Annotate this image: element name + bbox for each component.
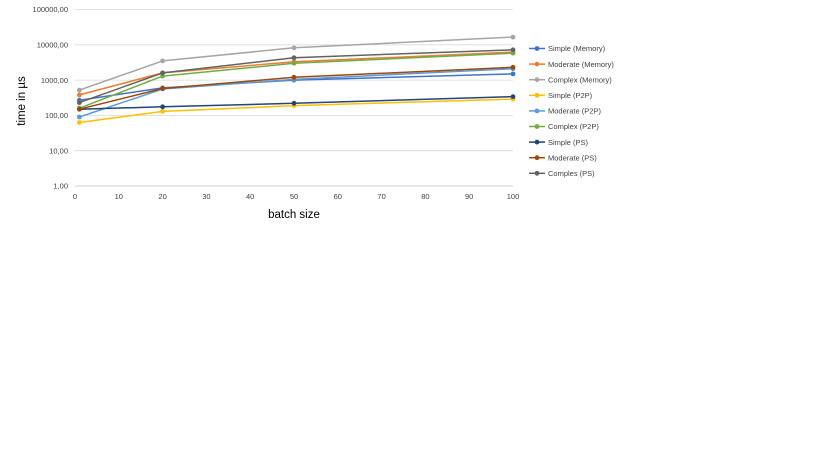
legend-marker [534, 46, 540, 51]
x-tick-label: 90 [465, 192, 473, 201]
legend-marker [534, 139, 540, 145]
data-point [510, 64, 516, 70]
legend-entry: Complex (Memory) [529, 75, 612, 84]
data-point [510, 94, 516, 100]
legend-label: Simple (Memory) [548, 44, 606, 53]
x-tick-label: 70 [377, 192, 385, 201]
series-line [79, 67, 514, 118]
legend-label: Moderate (Memory) [548, 60, 614, 69]
data-point [160, 86, 166, 91]
data-point [160, 58, 166, 64]
series-2 [76, 34, 516, 93]
data-point [291, 100, 297, 106]
legend-entry: Moderate (PS) [529, 153, 597, 162]
y-tick-label: 10,00 [49, 146, 68, 155]
y-tick-labels: 1,00 10,00 100,00 1000,00 10000,00 100000,00 [33, 5, 68, 191]
legend-entry: Moderate (Memory) [529, 60, 614, 69]
data-point [160, 108, 166, 114]
series-6 [76, 94, 516, 112]
x-tick-label: 100 [507, 192, 520, 201]
legend-entry: Comples (PS) [529, 169, 595, 178]
series-8 [76, 47, 516, 106]
legend-marker [534, 61, 540, 67]
y-tick-label: 1000,00 [41, 76, 68, 85]
x-tick-label: 0 [73, 192, 77, 201]
data-point [160, 70, 166, 76]
legend-marker [534, 77, 540, 83]
x-tick-label: 20 [158, 192, 166, 201]
legend: Simple (Memory) Moderate (Memory) Complex … [529, 44, 614, 178]
data-point [76, 114, 82, 120]
data-point [291, 60, 297, 66]
series-line [79, 49, 514, 104]
series-3 [76, 96, 516, 125]
legend-label: Simple (PS) [548, 138, 589, 147]
legend-marker [534, 124, 540, 129]
x-tick-label: 30 [202, 192, 210, 201]
x-tick-label: 40 [246, 192, 254, 201]
legend-entry: Simple (Memory) [529, 44, 606, 53]
series-line [79, 51, 514, 96]
y-tick-label: 1,00 [53, 182, 68, 191]
legend-label: Comples (PS) [548, 169, 595, 178]
legend-label: Complex (P2P) [548, 122, 599, 131]
series-lines [76, 34, 516, 125]
y-tick-label: 100,00 [45, 111, 68, 120]
series-line [79, 52, 514, 109]
data-point [76, 120, 82, 125]
data-point [76, 87, 82, 93]
legend-marker [534, 108, 540, 114]
x-axis-title: batch size [268, 209, 320, 221]
y-axis-title: time in µs [16, 76, 28, 126]
legend-entry: Simple (PS) [529, 138, 589, 147]
data-point [291, 55, 297, 61]
x-tick-label: 50 [290, 192, 298, 201]
legend-marker [534, 92, 540, 98]
data-point [510, 34, 516, 40]
series-line [79, 36, 514, 91]
legend-marker [534, 170, 540, 176]
data-point [510, 50, 516, 56]
legend-label: Moderate (P2P) [548, 107, 601, 116]
x-tick-label: 60 [334, 192, 342, 201]
legend-label: Moderate (PS) [548, 153, 597, 162]
y-tick-label: 100000,00 [33, 5, 68, 14]
series-line [79, 98, 514, 124]
data-point [160, 104, 166, 110]
y-tick-label: 10000,00 [37, 41, 68, 50]
legend-label: Simple (P2P) [548, 91, 593, 100]
series-7 [76, 64, 516, 112]
data-point [76, 106, 82, 112]
legend-marker [534, 155, 540, 161]
legend-entry: Simple (P2P) [529, 91, 593, 100]
x-tick-labels: 0 10 20 30 40 50 60 70 80 90 100 [73, 192, 519, 201]
data-point [291, 45, 297, 51]
data-point [510, 47, 516, 53]
series-line [79, 66, 514, 110]
series-line [79, 95, 514, 110]
x-tick-label: 10 [115, 192, 123, 201]
data-point [76, 100, 82, 106]
data-point [510, 71, 516, 77]
data-point [291, 74, 297, 80]
legend-entry: Complex (P2P) [529, 122, 599, 131]
legend-entry: Moderate (P2P) [529, 107, 601, 116]
legend-label: Complex (Memory) [548, 75, 612, 84]
data-point [76, 92, 82, 98]
x-tick-label: 80 [421, 192, 429, 201]
